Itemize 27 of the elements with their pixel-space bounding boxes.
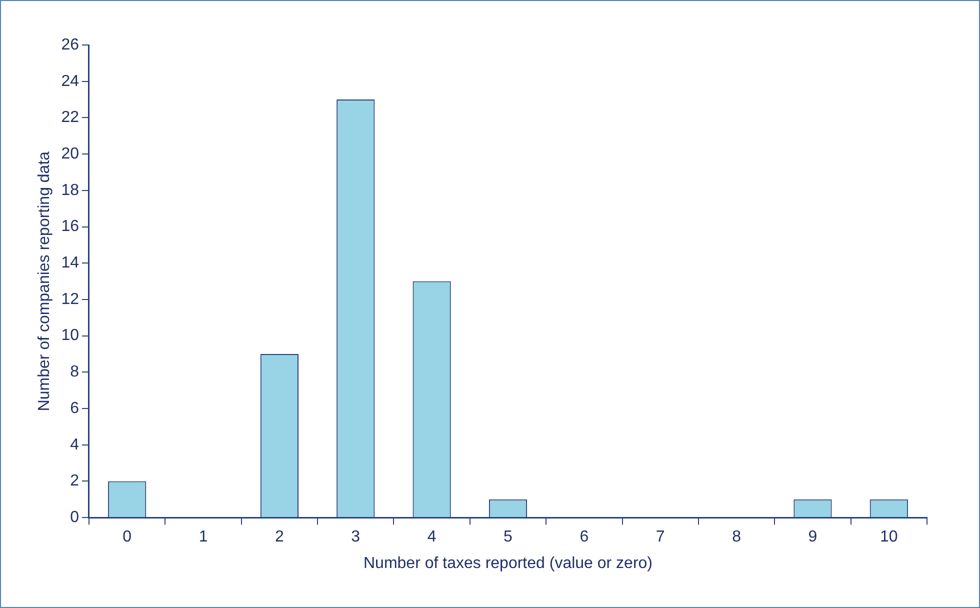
y-tick-label: 6	[70, 400, 80, 417]
x-tick-label: 2	[275, 528, 284, 546]
y-tick-label: 14	[61, 254, 80, 272]
x-tick-label: 7	[656, 528, 665, 546]
y-tick-label: 4	[70, 436, 80, 454]
y-tick-label: 8	[70, 364, 80, 381]
y-tick-label: 10	[61, 327, 80, 344]
y-axis-title: Number of companies reporting data	[36, 151, 54, 412]
y-tick-label: 2	[70, 472, 80, 490]
x-tick-label: 8	[732, 528, 742, 546]
y-tick-label: 20	[61, 145, 80, 162]
x-tick-label: 9	[808, 528, 818, 546]
x-tick-label: 3	[351, 528, 360, 546]
x-tick-label: 10	[880, 528, 898, 546]
y-tick-label: 12	[61, 290, 80, 308]
x-tick-label: 6	[580, 528, 589, 546]
y-tick-label: 24	[61, 72, 80, 90]
x-tick-label: 4	[427, 528, 436, 546]
y-tick-label: 18	[61, 182, 80, 199]
x-tick-label: 5	[504, 528, 513, 546]
x-tick-label: 1	[198, 528, 208, 546]
x-axis-title: Number of taxes reported (value or zero)	[363, 554, 653, 572]
y-tick-label: 0	[70, 509, 80, 526]
x-tick-label: 0	[122, 528, 132, 546]
y-tick-label: 26	[61, 36, 80, 54]
y-tick-label: 16	[61, 218, 80, 236]
y-tick-label: 22	[61, 109, 80, 126]
